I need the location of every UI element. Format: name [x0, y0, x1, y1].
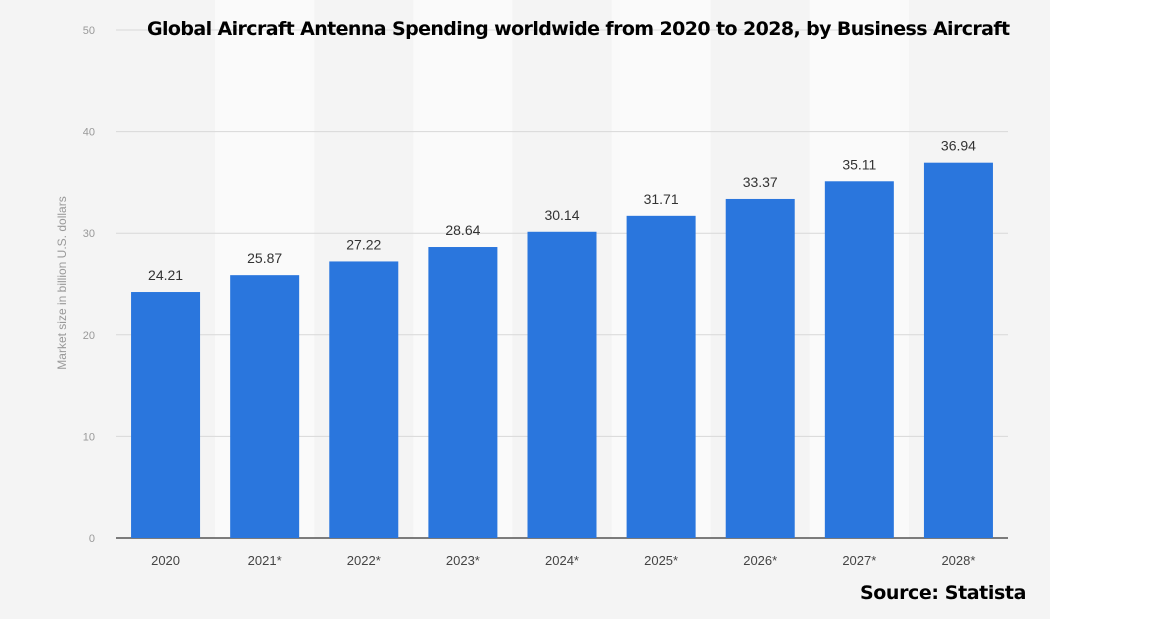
data-label: 25.87	[247, 250, 282, 266]
x-tick-label: 2022*	[347, 553, 381, 568]
chart-title: Global Aircraft Antenna Spending worldwi…	[147, 18, 1010, 40]
bar	[131, 292, 201, 538]
data-label: 27.22	[346, 236, 381, 252]
y-tick-label: 30	[83, 228, 95, 240]
x-tick-label: 2028*	[941, 553, 975, 568]
y-axis-label: Market size in billion U.S. dollars	[55, 196, 69, 370]
bar	[428, 247, 498, 539]
data-label: 30.14	[544, 207, 579, 223]
x-tick-label: 2021*	[248, 553, 282, 568]
data-label: 33.37	[743, 174, 778, 190]
bar	[626, 215, 696, 538]
y-tick-label: 0	[89, 533, 95, 545]
data-label: 36.94	[941, 138, 976, 154]
bar	[527, 231, 597, 539]
bar	[923, 162, 993, 538]
bar	[824, 181, 894, 538]
x-tick-label: 2025*	[644, 553, 678, 568]
source-label: Source: Statista	[860, 582, 1026, 604]
x-tick-label: 2020	[151, 553, 180, 568]
y-tick-label: 40	[83, 127, 95, 139]
chart-panel: 0 10 20 30 40 50 24.21 2020 25.87 2021* 27.22 2022*…	[0, 0, 1050, 619]
bar	[329, 261, 399, 538]
data-label: 24.21	[148, 267, 183, 283]
x-tick-label: 2026*	[743, 553, 777, 568]
x-tick-label: 2023*	[446, 553, 480, 568]
data-label: 31.71	[644, 191, 679, 207]
bar-chart: 0 10 20 30 40 50 24.21 2020 25.87 2021* 27.22 2022*…	[82, 25, 1008, 568]
x-tick-label: 2024*	[545, 553, 579, 568]
y-tick-label: 50	[83, 25, 95, 37]
data-label: 35.11	[842, 156, 876, 172]
bar	[725, 198, 795, 538]
x-tick-label: 2027*	[842, 553, 876, 568]
data-label: 28.64	[445, 222, 480, 238]
bar	[230, 275, 300, 538]
y-tick-label: 10	[83, 431, 95, 443]
y-tick-label: 20	[83, 330, 95, 342]
